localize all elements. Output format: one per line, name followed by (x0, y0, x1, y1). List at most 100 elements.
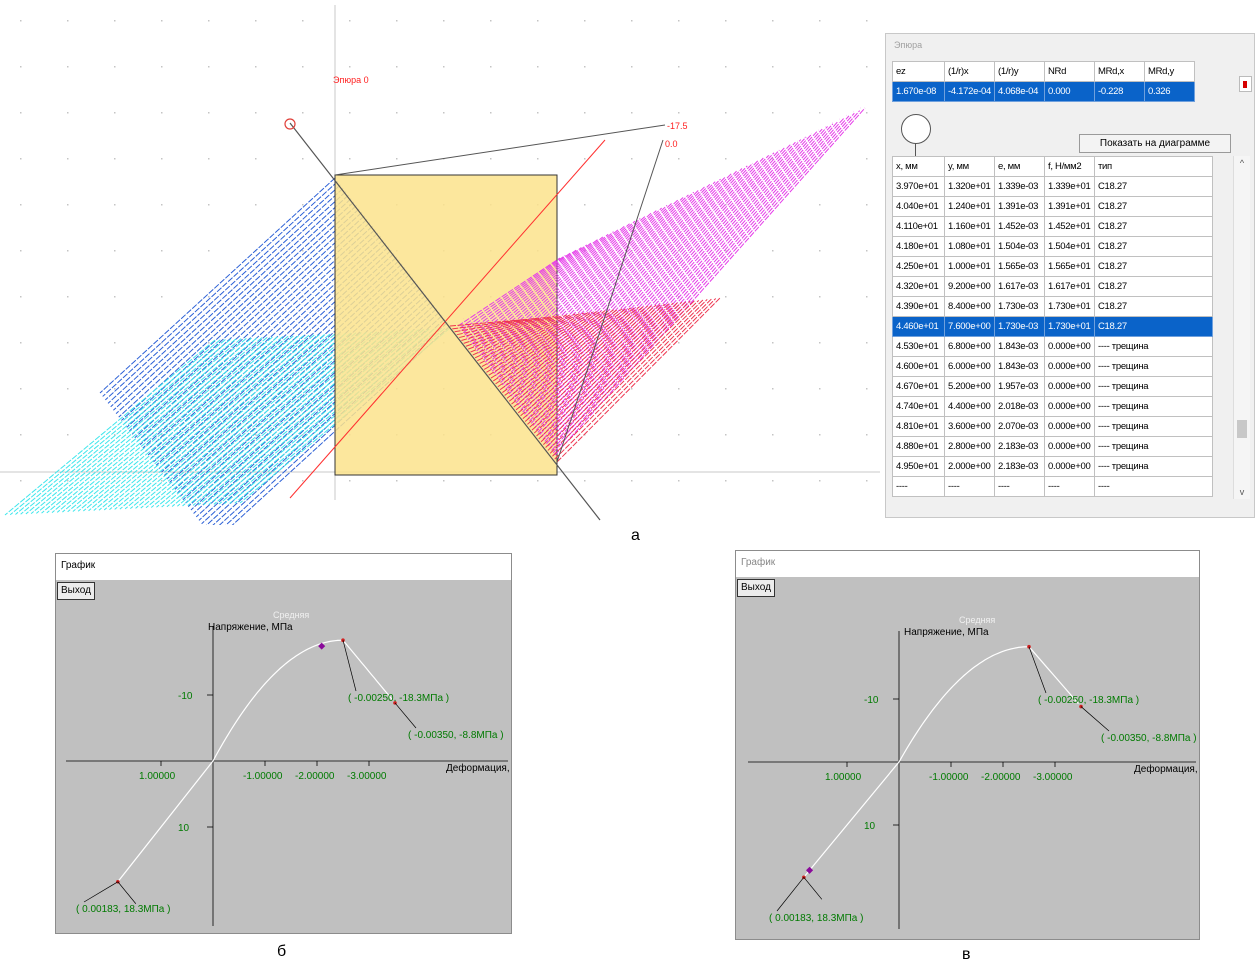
hatch-line (30, 338, 242, 515)
table-cell: 1.617e-03 (994, 276, 1045, 297)
annotation-leader (776, 877, 805, 912)
summary-value-cell[interactable]: 0.326 (1144, 81, 1195, 102)
scroll-thumb[interactable] (1237, 420, 1247, 438)
table-cell: 1.391e-03 (994, 196, 1045, 217)
table-cell: 4.040e+01 (892, 196, 945, 217)
grid-dot (208, 158, 210, 160)
grid-dot (114, 66, 116, 68)
hatch-line (468, 315, 555, 350)
grid-dot (772, 296, 774, 298)
table-row[interactable]: 4.880e+01 2.800e+00 2.183e-03 0.000e+00 ----… (892, 436, 1213, 457)
grid-dot (114, 20, 116, 22)
table-row[interactable]: 4.670e+01 5.200e+00 1.957e-03 0.000e+00 ----… (892, 376, 1213, 397)
data-point (341, 638, 345, 643)
grid-dot (819, 158, 821, 160)
table-cell: ---- (1094, 476, 1213, 497)
points-header-cell[interactable]: x, мм (892, 156, 945, 177)
table-cell: 0.000e+00 (1044, 456, 1095, 477)
hatch-line (483, 312, 585, 370)
panel-marker-button[interactable] (1239, 76, 1252, 92)
grid-dot (866, 20, 868, 22)
grid-dot (161, 296, 163, 298)
table-cell: 4.950e+01 (892, 456, 945, 477)
table-row[interactable]: 4.390e+01 8.400e+00 1.730e-03 1.730e+01 C18.… (892, 296, 1213, 317)
hatch-line (4, 339, 216, 516)
summary-value-cell[interactable]: -4.172e-04 (944, 81, 995, 102)
grid-dot (725, 480, 727, 482)
points-header-cell[interactable]: y, мм (944, 156, 995, 177)
table-row[interactable]: 4.530e+01 6.800e+00 1.843e-03 0.000e+00 ----… (892, 336, 1213, 357)
hatch-line (72, 336, 284, 512)
points-scrollbar[interactable]: ^ v (1233, 156, 1250, 499)
table-cell: 1.730e+01 (1044, 316, 1095, 337)
current-point-marker[interactable] (806, 866, 814, 874)
hatch-line (554, 107, 866, 456)
summary-value-cell[interactable]: 1.670e-08 (892, 81, 945, 102)
scroll-down-icon[interactable]: v (1239, 487, 1245, 497)
table-row[interactable]: 4.950e+01 2.000e+00 2.183e-03 0.000e+00 ----… (892, 456, 1213, 477)
epure-diagram-canvas[interactable]: Эпюра 0 -17.5 0.0 (0, 0, 880, 525)
grid-dot (819, 480, 821, 482)
table-row[interactable]: 4.180e+01 1.080e+01 1.504e-03 1.504e+01 C18.… (892, 236, 1213, 257)
summary-value-cell[interactable]: 0.000 (1044, 81, 1095, 102)
table-row[interactable]: 4.320e+01 9.200e+00 1.617e-03 1.617e+01 C18.… (892, 276, 1213, 297)
hatch-line (130, 333, 341, 509)
hatch-line (549, 115, 850, 449)
rotation-handle[interactable] (284, 118, 296, 130)
x-tick-label: -1.00000 (243, 771, 283, 782)
panel-title: Эпюра (894, 40, 923, 50)
grid-dot (161, 480, 163, 482)
table-row[interactable]: 4.250e+01 1.000e+01 1.565e-03 1.565e+01 C18.… (892, 256, 1213, 277)
grid-dot (255, 204, 257, 206)
summary-value-cell[interactable]: 4.068e-04 (994, 81, 1045, 102)
scroll-up-icon[interactable]: ^ (1239, 158, 1245, 168)
summary-value-cell[interactable]: -0.228 (1094, 81, 1145, 102)
grid-dot (255, 158, 257, 160)
hatch-line (529, 303, 670, 428)
table-row[interactable]: 4.810e+01 3.600e+00 2.070e-03 0.000e+00 ----… (892, 416, 1213, 437)
graph-title: График (736, 551, 1199, 577)
show-on-diagram-button[interactable]: Показать на диаграмме (1079, 134, 1231, 153)
grid-dot (20, 250, 22, 252)
hatch-line (472, 314, 563, 356)
exit-button[interactable]: Выход (57, 582, 95, 600)
hatch-line (134, 222, 371, 439)
table-row[interactable]: 4.460e+01 7.600e+00 1.730e-03 1.730e+01 C18.… (892, 316, 1213, 337)
hatch-line (461, 317, 542, 341)
grid-dot (631, 66, 633, 68)
grid-dot (114, 342, 116, 344)
hatch-line (88, 335, 299, 512)
grid-dot (114, 250, 116, 252)
points-header-cell[interactable]: тип (1094, 156, 1213, 177)
annotation-leader (83, 881, 119, 903)
grid-dot (20, 112, 22, 114)
grid-dot (67, 342, 69, 344)
hatch-line (533, 302, 678, 434)
table-row[interactable]: ---- ---- ---- ---- ---- (892, 476, 1213, 497)
exit-button[interactable]: Выход (737, 579, 775, 597)
grid-dot (396, 480, 398, 482)
hatch-line (83, 335, 294, 512)
grid-dot (772, 342, 774, 344)
grid-dot (20, 204, 22, 206)
table-cell: C18.27 (1094, 256, 1213, 277)
hatch-line (25, 338, 237, 515)
hatch-line (109, 334, 320, 511)
table-row[interactable]: 4.040e+01 1.240e+01 1.391e-03 1.391e+01 C18.… (892, 196, 1213, 217)
hatch-line (520, 160, 759, 411)
table-row[interactable]: 4.740e+01 4.400e+00 2.018e-03 0.000e+00 ----… (892, 396, 1213, 417)
points-header-cell[interactable]: f, Н/мм2 (1044, 156, 1095, 177)
table-row[interactable]: 4.600e+01 6.000e+00 1.843e-03 0.000e+00 ----… (892, 356, 1213, 377)
hatch-line (145, 332, 357, 509)
hatch-line (469, 239, 598, 343)
x-tick-label: -3.00000 (347, 771, 387, 782)
points-header-cell[interactable]: e, мм (994, 156, 1045, 177)
table-row[interactable]: 3.970e+01 1.320e+01 1.339e-03 1.339e+01 C18.… (892, 176, 1213, 197)
cross-section-rectangle[interactable] (334, 174, 558, 476)
summary-value-row[interactable]: 1.670e-08 -4.172e-04 4.068e-04 0.000 -0.228 0… (892, 81, 1195, 102)
grid-dot (67, 250, 69, 252)
table-cell: 1.504e-03 (994, 236, 1045, 257)
point-annotation: ( -0.00350, -8.8МПа ) (1101, 733, 1197, 744)
section-circle-icon[interactable] (901, 114, 931, 156)
table-row[interactable]: 4.110e+01 1.160e+01 1.452e-03 1.452e+01 C18.… (892, 216, 1213, 237)
